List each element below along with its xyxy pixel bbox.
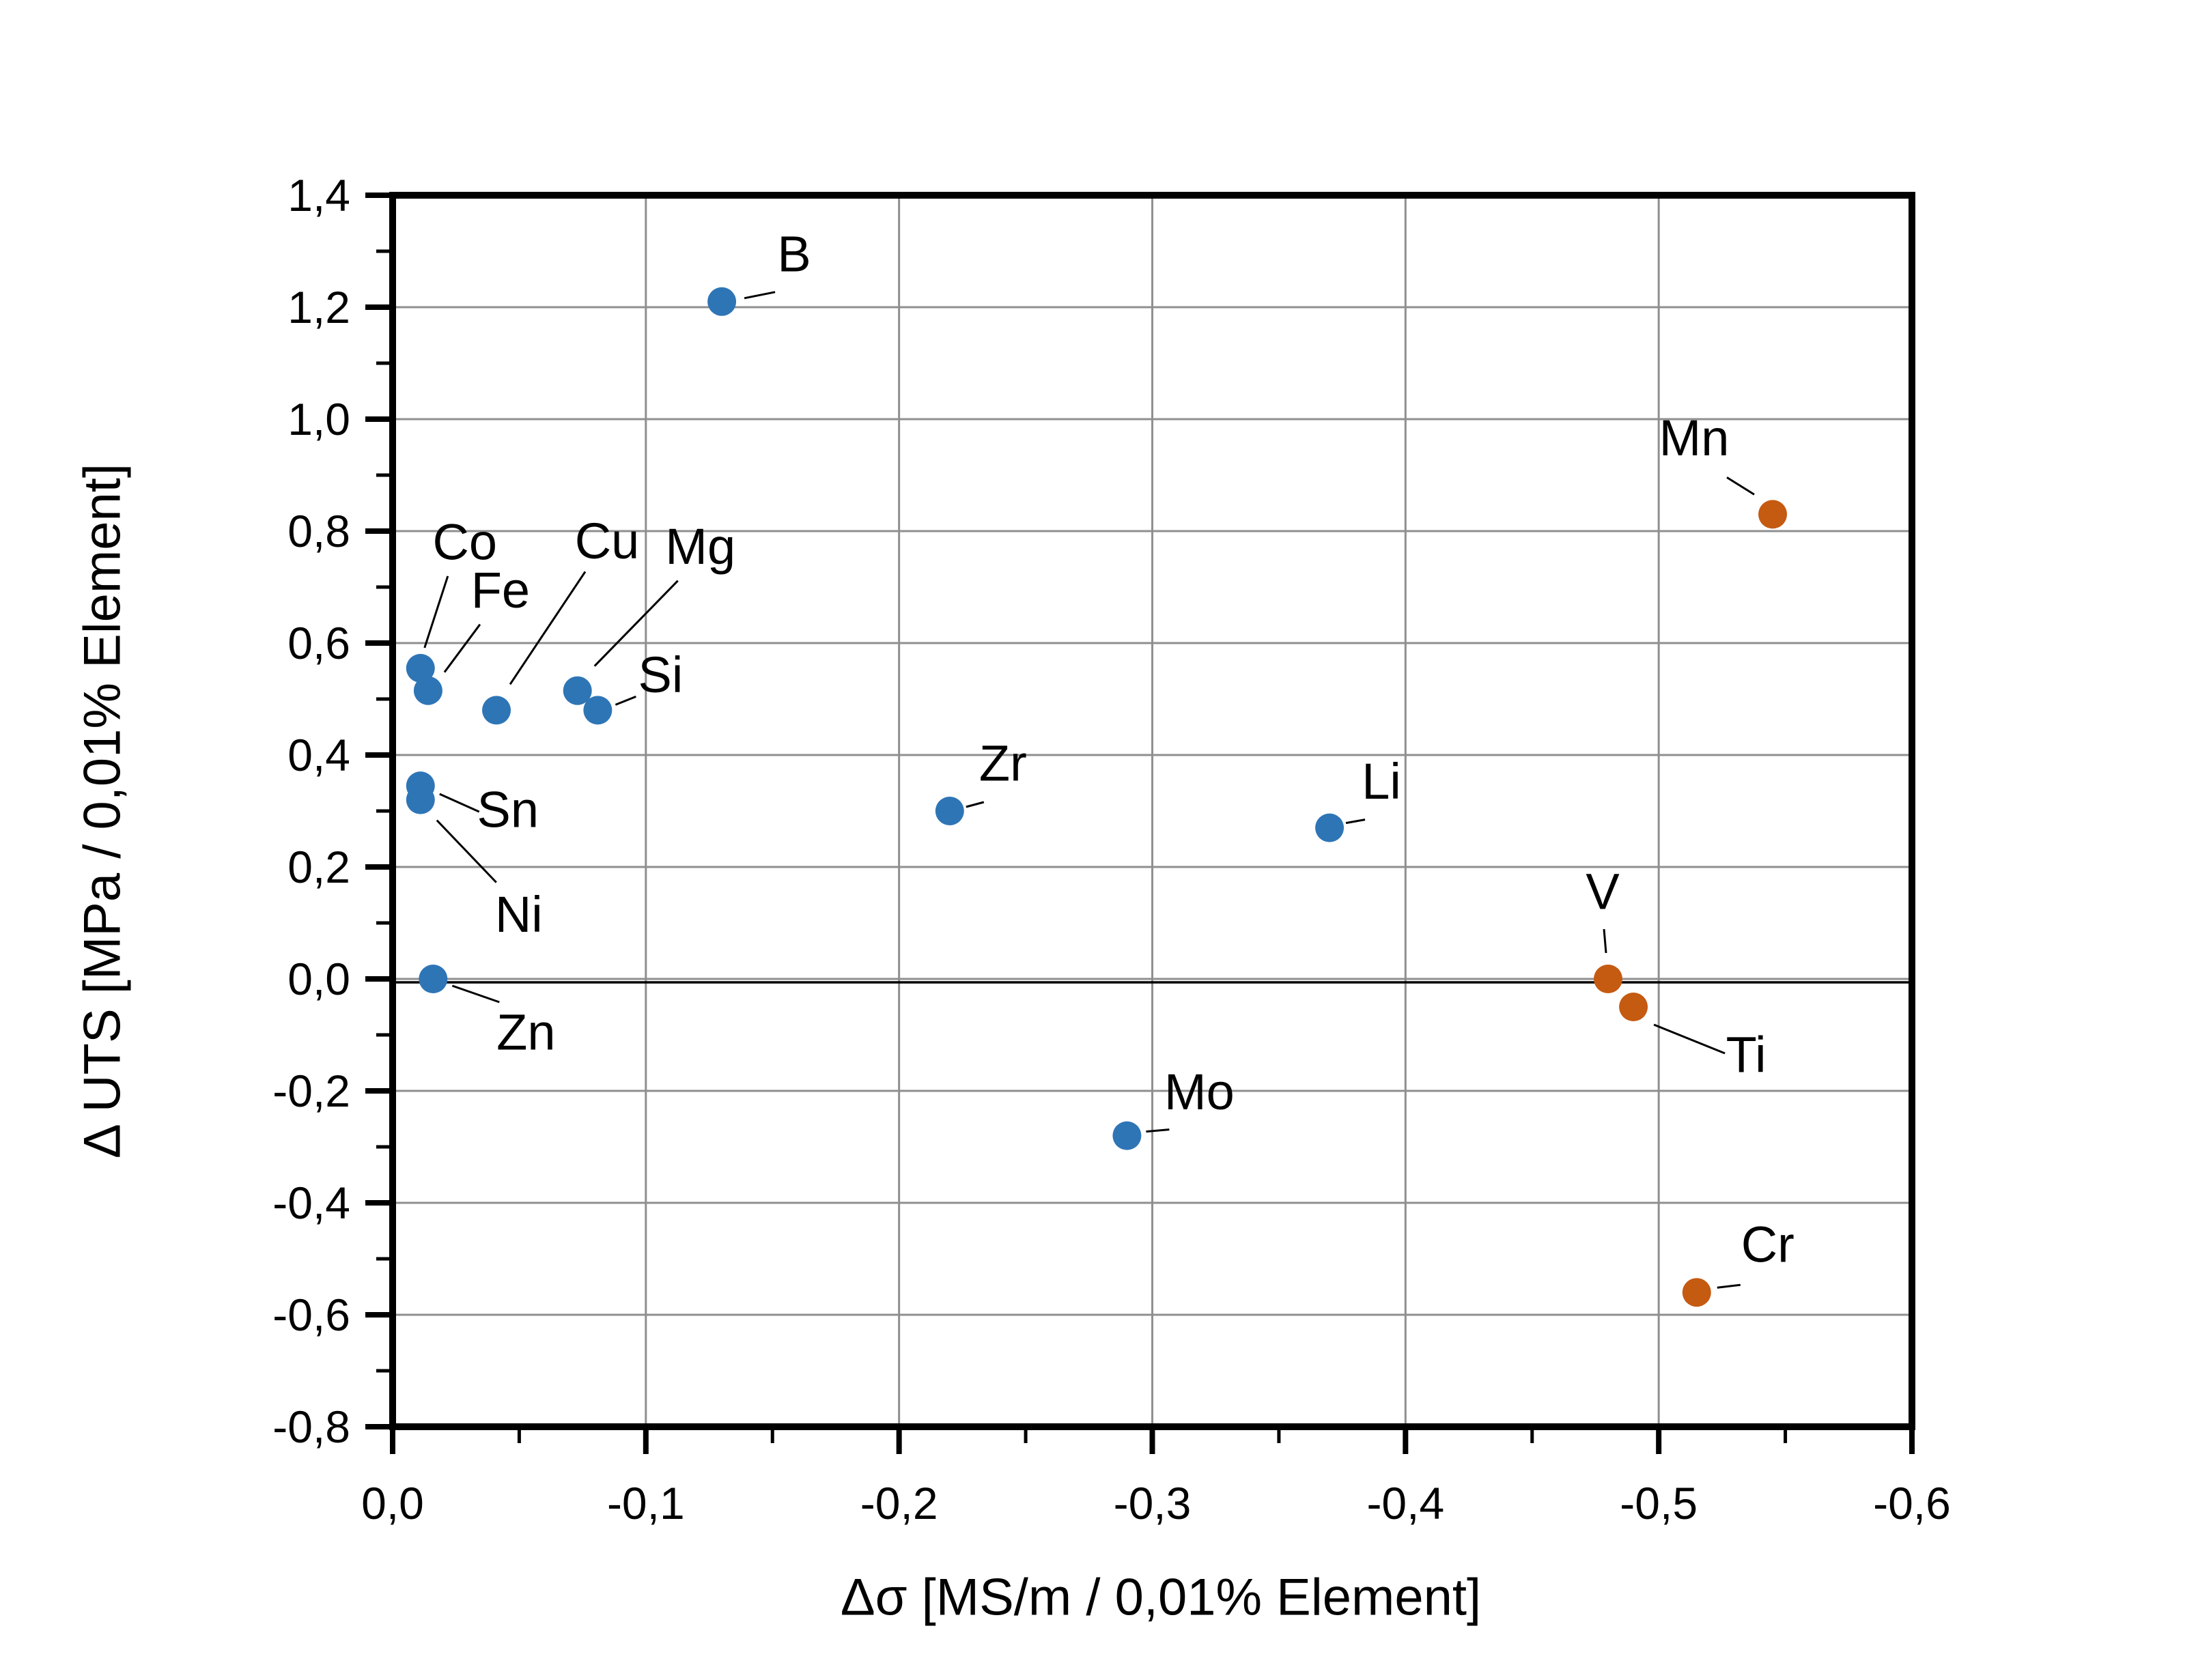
point-label-Cr: Cr <box>1741 1216 1794 1273</box>
leader-line-Mn <box>1726 476 1755 496</box>
y-tick-label: 0,0 <box>287 954 350 1004</box>
point-label-Fe: Fe <box>471 562 530 618</box>
y-axis-title: Δ UTS [MPa / 0,01% Element] <box>74 464 132 1158</box>
axis-layer: 0,0 -0,1 -0,2 -0,3 -0,4 -0,5 -0,6 1,4 1,2 1,0 0,8 0… <box>272 170 1951 1528</box>
leader-line-Zr <box>966 801 985 808</box>
y-tick-label: -0,4 <box>272 1178 350 1228</box>
y-tick-label: 1,4 <box>287 170 350 220</box>
point-label-Mn: Mn <box>1659 410 1730 466</box>
y-tick-label: 0,4 <box>287 730 350 780</box>
data-point-layer <box>406 287 1788 1307</box>
data-point-Co <box>406 653 435 683</box>
x-tick-label: -0,6 <box>1873 1478 1951 1528</box>
data-point-Mo <box>1112 1121 1142 1150</box>
point-label-V: V <box>1586 864 1620 920</box>
data-point-Li <box>1315 813 1345 842</box>
x-tick-label: -0,5 <box>1620 1478 1698 1528</box>
data-point-Cr <box>1682 1278 1711 1307</box>
y-tick-label: 0,6 <box>287 618 350 668</box>
leader-line-Co <box>423 575 449 649</box>
y-tick-label: 1,2 <box>287 282 350 332</box>
leader-line-Ti <box>1653 1023 1726 1055</box>
point-label-Ti: Ti <box>1726 1027 1766 1083</box>
y-tick-label: 0,2 <box>287 842 350 892</box>
x-tick-label: -0,1 <box>607 1478 685 1528</box>
data-point-B <box>707 287 737 316</box>
data-point-Si <box>583 696 613 725</box>
leader-line-V <box>1603 928 1607 954</box>
x-tick-label: -0,3 <box>1114 1478 1192 1528</box>
point-label-Mo: Mo <box>1164 1064 1235 1120</box>
y-tick-label: 1,0 <box>287 394 350 444</box>
data-point-Ti <box>1619 993 1648 1021</box>
leader-line-Zn <box>451 984 500 1003</box>
y-tick-label: -0,8 <box>272 1401 350 1452</box>
leader-line-B <box>744 291 776 300</box>
point-label-Li: Li <box>1362 753 1401 810</box>
leader-line-Cu <box>509 571 587 685</box>
data-point-Cu <box>482 696 511 725</box>
data-point-Ni <box>406 785 435 814</box>
point-label-Zn: Zn <box>496 1004 555 1061</box>
data-point-Mn <box>1758 500 1788 529</box>
leader-line-Ni <box>436 819 497 883</box>
data-point-Zn <box>419 965 448 993</box>
x-tick-label: -0,4 <box>1366 1478 1444 1528</box>
leader-line-Mo <box>1146 1128 1170 1133</box>
y-tick-label: 0,8 <box>287 506 350 556</box>
point-label-Mg: Mg <box>665 518 735 575</box>
x-tick-label: -0,2 <box>860 1478 938 1528</box>
point-label-Ni: Ni <box>495 886 543 943</box>
data-point-Fe <box>413 676 442 705</box>
leader-line-Fe <box>443 623 481 673</box>
grid-layer <box>393 195 1912 1427</box>
point-label-Sn: Sn <box>477 782 539 838</box>
leader-line-Si <box>615 696 636 706</box>
point-label-B: B <box>777 225 811 282</box>
leader-line-Li <box>1345 818 1366 825</box>
y-tick-label: -0,6 <box>272 1290 350 1340</box>
point-label-Co: Co <box>432 513 497 570</box>
x-tick-label: 0,0 <box>361 1478 424 1528</box>
point-label-Si: Si <box>638 646 683 703</box>
data-point-Zr <box>935 797 964 825</box>
leader-line-Mg <box>593 580 679 667</box>
leader-line-Cr <box>1717 1283 1741 1289</box>
point-label-Zr: Zr <box>979 735 1027 792</box>
leader-line-Sn <box>439 793 480 813</box>
data-point-Mg <box>563 676 592 705</box>
data-point-V <box>1594 965 1622 993</box>
y-tick-label: -0,2 <box>272 1066 350 1116</box>
x-axis-title: Δσ [MS/m / 0,01% Element] <box>841 1569 1481 1627</box>
point-label-Cu: Cu <box>575 513 640 569</box>
